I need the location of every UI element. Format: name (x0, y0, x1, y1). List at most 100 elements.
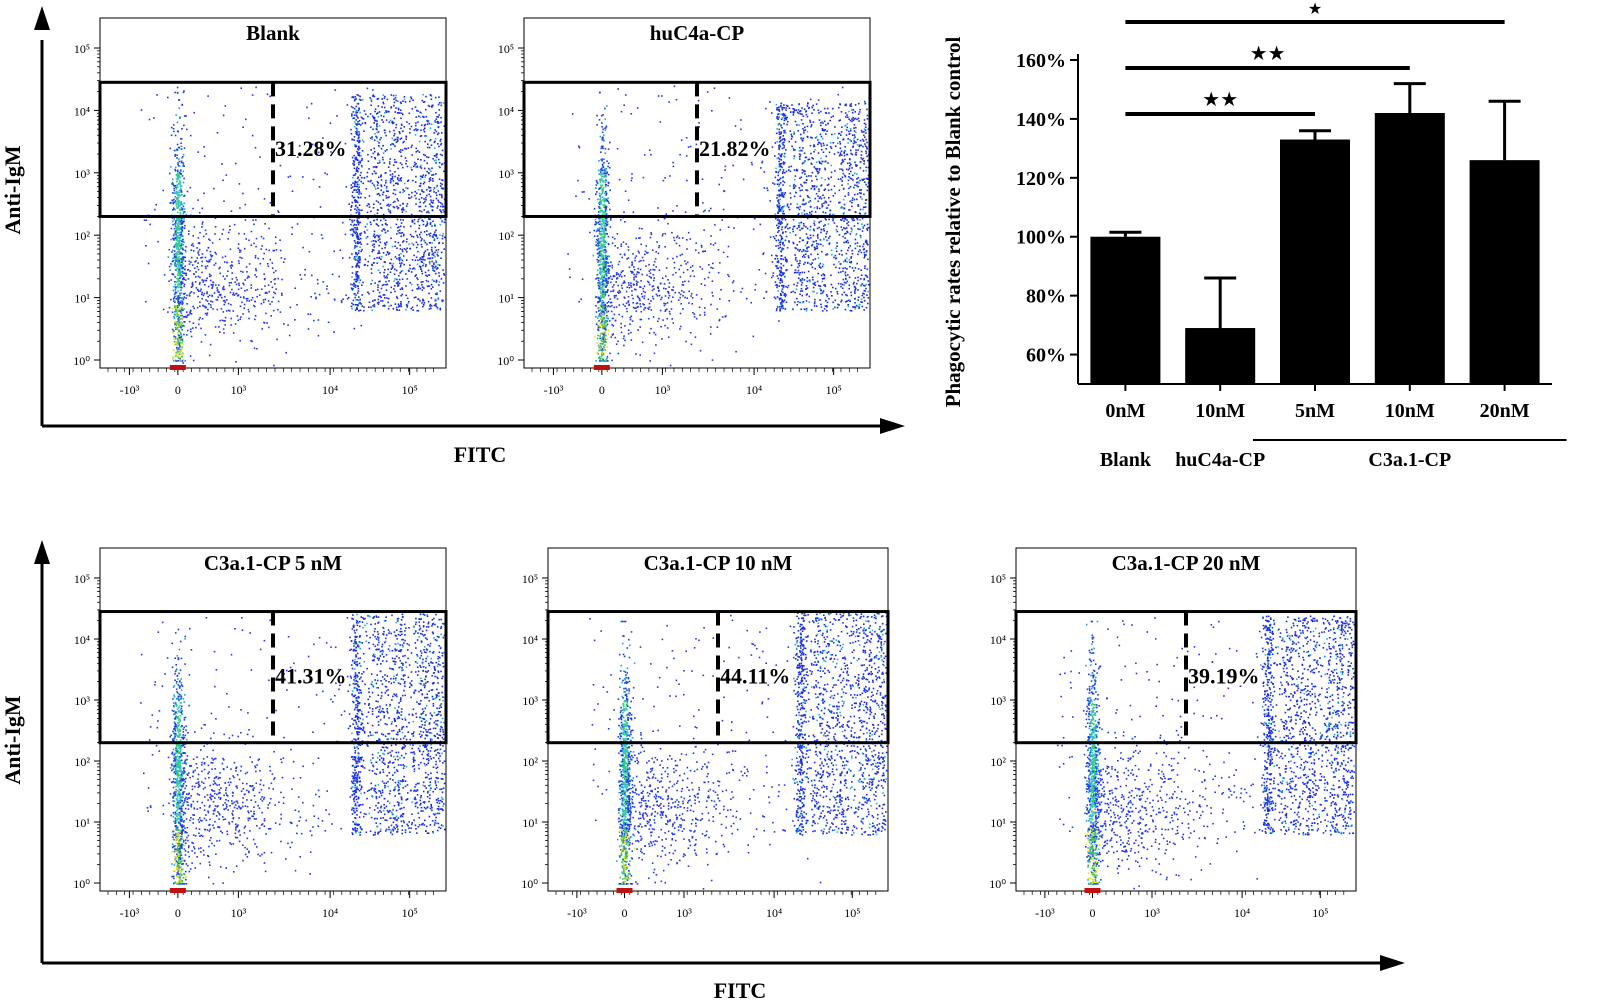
scatter-point (355, 200, 358, 202)
scatter-point (417, 250, 419, 253)
scatter-point (664, 232, 666, 235)
scatter-point (726, 255, 729, 258)
scatter-point (307, 313, 309, 315)
scatter-point (350, 128, 352, 131)
scatter-point (441, 299, 443, 302)
scatter-point (182, 362, 184, 364)
scatter-point (430, 283, 433, 286)
scatter-point (356, 124, 358, 126)
scatter-point (205, 260, 208, 262)
scatter-point (441, 235, 444, 237)
scatter-point (356, 236, 358, 238)
scatter-point (377, 239, 380, 241)
scatter-point (379, 241, 382, 243)
scatter-point (605, 193, 607, 196)
scatter-point (395, 296, 398, 298)
scatter-point (176, 237, 178, 240)
scatter-point (371, 279, 374, 282)
scatter-point (175, 220, 177, 222)
scatter-point (201, 318, 204, 320)
scatter-point (358, 259, 361, 261)
scatter-point (248, 317, 250, 320)
scatter-point (380, 114, 383, 117)
scatter-point (398, 274, 400, 277)
scatter-point (356, 279, 359, 281)
scatter-point (183, 256, 185, 258)
scatter-point (178, 343, 181, 346)
scatter-point (630, 339, 633, 341)
scatter-point (201, 279, 203, 281)
scatter-point (635, 288, 637, 291)
scatter-point (435, 159, 437, 162)
scatter-point (382, 305, 384, 307)
scatter-point (440, 202, 442, 204)
scatter-point (237, 295, 239, 297)
scatter-point (421, 270, 423, 272)
scatter-point (783, 107, 785, 109)
scatter-point (654, 258, 657, 260)
scatter-point (222, 275, 225, 278)
scatter-point (381, 300, 384, 302)
scatter-point (377, 303, 380, 305)
scatter-point (780, 258, 782, 260)
scatter-point (681, 290, 683, 292)
scatter-point (378, 250, 380, 252)
scatter-point (412, 99, 414, 101)
scatter-point (180, 190, 182, 192)
scatter-point (174, 313, 176, 316)
scatter-point (599, 267, 601, 270)
scatter-point (169, 147, 171, 150)
scatter-point (232, 332, 235, 334)
scatter-point (371, 244, 374, 246)
scatter-point (596, 258, 598, 261)
scatter-point (598, 202, 600, 204)
scatter-point (399, 151, 402, 153)
scatter-point (353, 107, 356, 110)
scatter-point (353, 327, 356, 330)
scatter-point (791, 104, 793, 106)
scatter-point (211, 287, 213, 289)
scatter-point (799, 195, 802, 197)
scatter-point (384, 276, 386, 279)
scatter-point (603, 289, 606, 291)
scatter-point (370, 100, 373, 102)
scatter-point (609, 265, 611, 267)
scatter-point (662, 233, 664, 235)
scatter-point (179, 276, 182, 278)
scatter-point (639, 268, 642, 271)
scatter-point (268, 249, 270, 252)
scatter-point (176, 130, 179, 132)
scatter-point (597, 279, 600, 282)
scatter-point (383, 294, 386, 296)
scatter-point (637, 250, 640, 253)
scatter-point (434, 225, 436, 227)
scatter-point (421, 302, 423, 304)
scatter-point (603, 274, 606, 276)
scatter-point (234, 162, 237, 165)
scatter-point (602, 165, 604, 167)
scatter-point (602, 338, 604, 340)
scatter-point (710, 326, 712, 328)
scatter-point (174, 196, 176, 198)
scatter-point (783, 244, 785, 247)
scatter-point (411, 235, 413, 238)
scatter-point (607, 329, 610, 332)
scatter-point (261, 245, 263, 247)
scatter-point (385, 172, 387, 174)
scatter-point (394, 268, 396, 271)
scatter-point (777, 290, 780, 292)
scatter-point (208, 260, 211, 263)
scatter-point (605, 258, 608, 260)
scatter-point (210, 283, 213, 286)
scatter-point (599, 335, 601, 337)
scatter-point (786, 247, 789, 249)
scatter-point (400, 303, 402, 306)
scatter-point (381, 98, 383, 100)
scatter-point (387, 297, 390, 300)
scatter-point (392, 201, 395, 204)
scatter-point (401, 293, 404, 296)
scatter-point (786, 203, 789, 206)
scatter-point (250, 230, 253, 233)
scatter-point (181, 303, 184, 306)
scatter-point (184, 268, 186, 271)
